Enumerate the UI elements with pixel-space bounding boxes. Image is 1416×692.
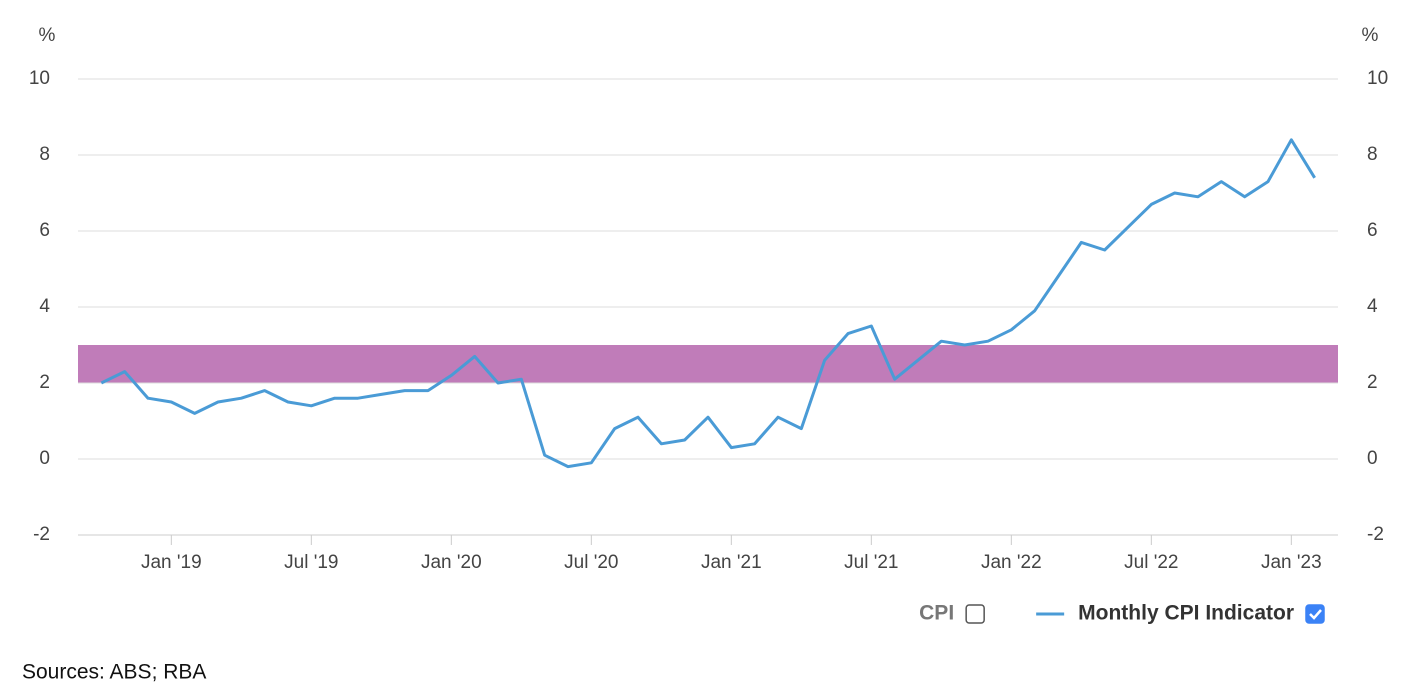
y2-tick-label: 6 — [1367, 220, 1378, 241]
legend-checkbox[interactable] — [1305, 604, 1325, 624]
legend-checkbox[interactable] — [965, 604, 985, 624]
y-tick-label: 2 — [39, 372, 50, 393]
legend-item[interactable]: CPI — [919, 602, 985, 625]
x-tick-label: Jul '19 — [284, 552, 338, 573]
data-line — [100, 138, 1316, 469]
y2-unit: % — [1362, 25, 1379, 46]
x-tick-label: Jul '22 — [1124, 552, 1178, 573]
y-tick-label: -2 — [33, 524, 50, 545]
y-unit: % — [39, 25, 56, 46]
y-tick-label: 10 — [29, 68, 50, 89]
y2-tick-label: -2 — [1367, 524, 1384, 545]
x-tick-label: Jan '23 — [1261, 552, 1322, 573]
y-tick-label: 6 — [39, 220, 50, 241]
target-band — [78, 345, 1338, 383]
legend-check — [1309, 609, 1322, 620]
y-tick-label: 0 — [39, 448, 50, 469]
x-tick-label: Jul '21 — [844, 552, 898, 573]
x-tick-label: Jan '21 — [701, 552, 762, 573]
legend-label: Monthly CPI Indicator — [1078, 602, 1294, 625]
y2-tick-label: 10 — [1367, 68, 1388, 89]
x-tick-label: Jan '20 — [421, 552, 482, 573]
legend-item[interactable]: Monthly CPI Indicator — [1036, 602, 1325, 625]
y-tick-label: 8 — [39, 144, 50, 165]
legend-label: CPI — [919, 602, 954, 625]
y2-tick-label: 2 — [1367, 372, 1378, 393]
source: Sources: ABS; RBA — [22, 661, 206, 684]
x-tick-label: Jan '19 — [141, 552, 202, 573]
y2-tick-label: 0 — [1367, 448, 1378, 469]
y2-tick-label: 4 — [1367, 296, 1378, 317]
x-tick-label: Jan '22 — [981, 552, 1042, 573]
y2-tick-label: 8 — [1367, 144, 1378, 165]
y-tick-label: 4 — [39, 296, 50, 317]
x-tick-label: Jul '20 — [564, 552, 618, 573]
